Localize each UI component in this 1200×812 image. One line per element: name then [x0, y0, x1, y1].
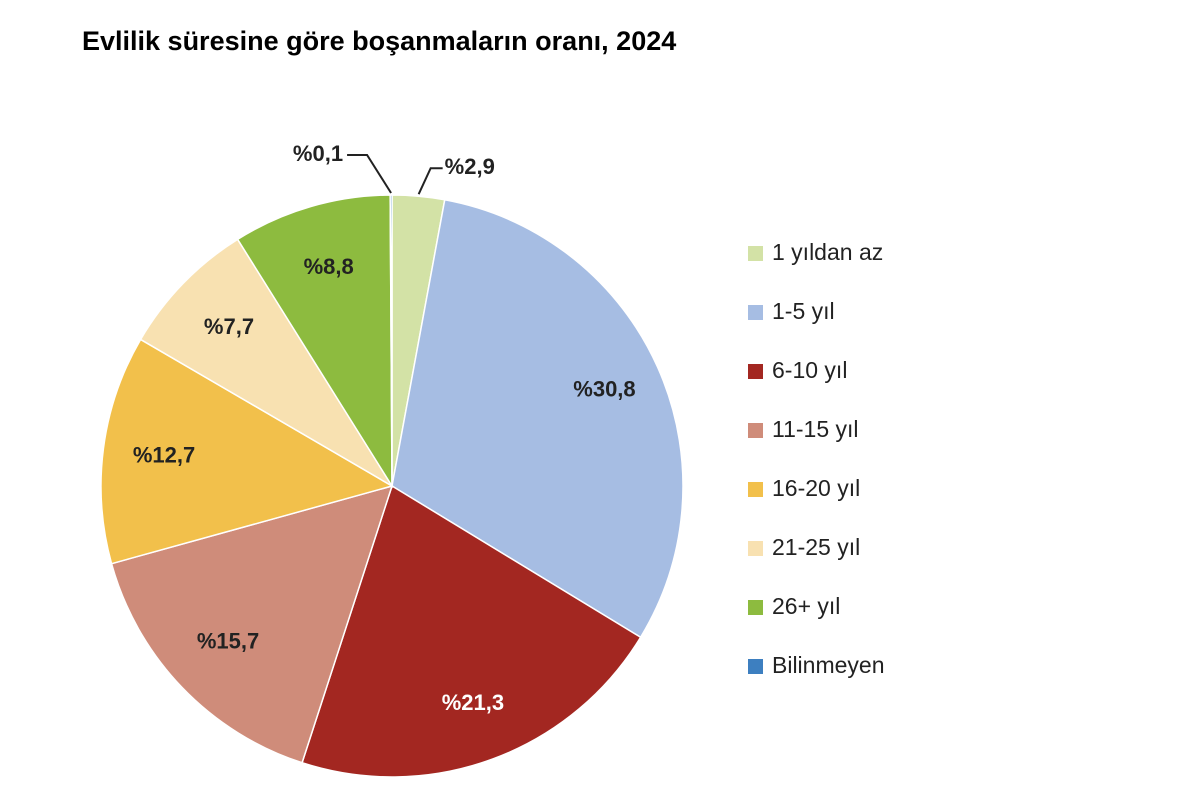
legend-label-21-25-yil: 21-25 yıl	[772, 534, 860, 560]
legend-swatch-11-15-yil	[748, 423, 763, 438]
slice-label-26plus-yil: %8,8	[304, 254, 354, 279]
legend-swatch-6-10-yil	[748, 364, 763, 379]
slice-label-6-10-yil: %21,3	[442, 690, 504, 715]
slice-label-16-20-yil: %12,7	[133, 442, 195, 467]
pie-slice-26plus-yil	[236, 194, 393, 489]
slice-label-1-yildan-az: %2,9	[445, 154, 495, 179]
legend-swatch-16-20-yil	[748, 482, 763, 497]
legend-label-6-10-yil: 6-10 yıl	[772, 357, 847, 383]
pie-slice-1-5-yil	[391, 198, 684, 639]
slice-label-bilinmeyen: %0,1	[293, 141, 343, 166]
legend-label-26plus-yil: 26+ yıl	[772, 593, 840, 619]
slice-label-21-25-yil: %7,7	[204, 314, 254, 339]
pie-slice-11-15-yil	[110, 484, 394, 764]
legend-label-11-15-yil: 11-15 yıl	[772, 416, 859, 442]
legend-swatch-bilinmeyen	[748, 659, 763, 674]
legend-swatch-21-25-yil	[748, 541, 763, 556]
leader-line-bilinmeyen	[347, 154, 392, 194]
legend-label-bilinmeyen: Bilinmeyen	[772, 652, 885, 678]
slice-label-11-15-yil: %15,7	[197, 629, 259, 654]
chart-title: Evlilik süresine göre boşanmaların oranı…	[82, 26, 677, 56]
pie-slice-6-10-yil	[301, 484, 642, 778]
legend-swatch-1-yildan-az	[748, 246, 763, 261]
pie-slices	[100, 194, 684, 778]
leader-lines	[347, 154, 443, 195]
pie-slice-16-20-yil	[100, 338, 394, 565]
leader-line-1-yildan-az	[417, 167, 443, 195]
legend-label-1-yildan-az: 1 yıldan az	[772, 239, 883, 265]
pie-slice-bilinmeyen	[389, 194, 393, 487]
pie-slice-21-25-yil	[139, 238, 393, 487]
legend-swatch-26plus-yil	[748, 600, 763, 615]
legend: 1 yıldan az 1-5 yıl 6-10 yıl 11-15 yıl 16-20…	[748, 239, 885, 678]
slice-label-1-5-yil: %30,8	[573, 377, 635, 402]
slice-labels: %2,9 %30,8 %21,3 %15,7 %12,7 %7,7 %8,8 %0,1	[133, 141, 636, 715]
legend-label-16-20-yil: 16-20 yıl	[772, 475, 860, 501]
legend-swatch-1-5-yil	[748, 305, 763, 320]
legend-label-1-5-yil: 1-5 yıl	[772, 298, 835, 324]
